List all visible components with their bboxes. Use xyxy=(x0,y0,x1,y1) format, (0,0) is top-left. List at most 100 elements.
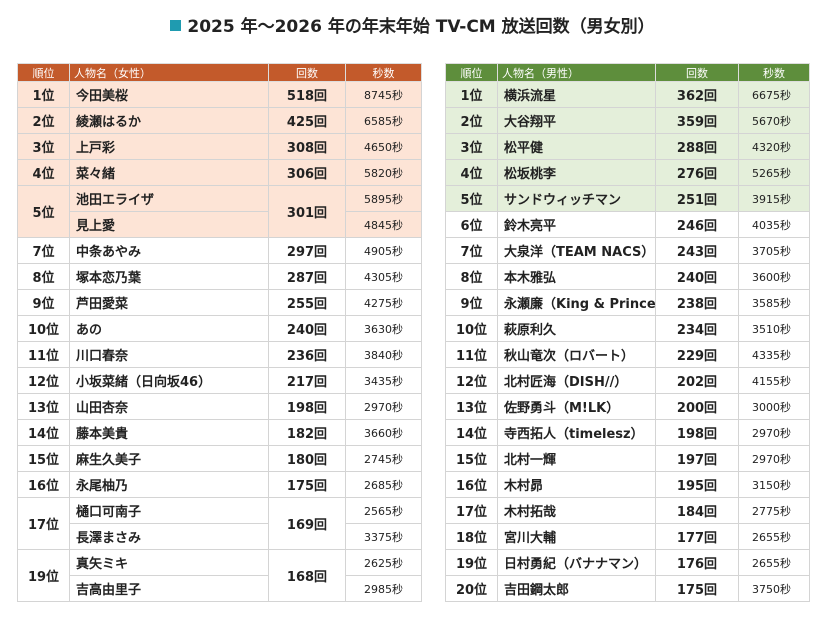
seconds: 2775秒 xyxy=(738,497,810,524)
rank: 7位 xyxy=(445,237,498,264)
seconds: 5895秒 xyxy=(345,185,422,212)
table-row: 9位 永瀬廉（King & Prince） 238回 3585秒 xyxy=(445,289,810,316)
seconds: 4650秒 xyxy=(345,133,422,160)
seconds: 2625秒 xyxy=(345,549,422,576)
person-name: 木村昴 xyxy=(497,471,656,498)
rank: 12位 xyxy=(445,367,498,394)
person-name: 今田美桜 xyxy=(69,81,269,108)
rank: 9位 xyxy=(445,289,498,316)
table-row: 11位 秋山竜次（ロバート） 229回 4335秒 xyxy=(445,341,810,368)
rank: 20位 xyxy=(445,575,498,602)
table-row: 19位 真矢ミキ 168回 2625秒 xyxy=(17,549,422,602)
seconds: 3510秒 xyxy=(738,315,810,342)
seconds: 5265秒 xyxy=(738,159,810,186)
broadcast-count: 200回 xyxy=(655,393,739,420)
header-row: 順位 人物名（男性） 回数 秒数 xyxy=(445,63,810,82)
rank: 18位 xyxy=(445,523,498,550)
person-name: 見上愛 xyxy=(69,211,269,238)
rank: 3位 xyxy=(445,133,498,160)
broadcast-count: 308回 xyxy=(268,133,346,160)
person-name: 山田杏奈 xyxy=(69,393,269,420)
rank: 11位 xyxy=(17,341,70,368)
broadcast-count: 518回 xyxy=(268,81,346,108)
table-row: 10位 萩原利久 234回 3510秒 xyxy=(445,315,810,342)
rank: 19位 xyxy=(445,549,498,576)
ranking-table: 順位 人物名（男性） 回数 秒数 1位 横浜流星 362回 6675秒 2位 大谷翔平 359回 56… xyxy=(445,63,810,602)
seconds: 2655秒 xyxy=(738,523,810,550)
person-name: 松平健 xyxy=(497,133,656,160)
person-name: 鈴木亮平 xyxy=(497,211,656,238)
table-row: 6位 鈴木亮平 246回 4035秒 xyxy=(445,211,810,238)
column-header: 回数 xyxy=(268,63,346,82)
person-name: 大泉洋（TEAM NACS） xyxy=(497,237,656,264)
person-name: 菜々緒 xyxy=(69,159,269,186)
table-row: 13位 山田杏奈 198回 2970秒 xyxy=(17,393,422,420)
rank: 14位 xyxy=(17,419,70,446)
broadcast-count: 243回 xyxy=(655,237,739,264)
seconds: 4035秒 xyxy=(738,211,810,238)
table-row: 7位 大泉洋（TEAM NACS） 243回 3705秒 xyxy=(445,237,810,264)
broadcast-count: 175回 xyxy=(655,575,739,602)
seconds: 2655秒 xyxy=(738,549,810,576)
table-row: 15位 北村一輝 197回 2970秒 xyxy=(445,445,810,472)
seconds: 2985秒 xyxy=(345,575,422,602)
rank: 15位 xyxy=(445,445,498,472)
person-name: 大谷翔平 xyxy=(497,107,656,134)
table-row: 7位 中条あやみ 297回 4905秒 xyxy=(17,237,422,264)
rank: 19位 xyxy=(17,549,70,602)
rank: 2位 xyxy=(445,107,498,134)
table-row: 2位 大谷翔平 359回 5670秒 xyxy=(445,107,810,134)
seconds: 3660秒 xyxy=(345,419,422,446)
seconds: 4845秒 xyxy=(345,211,422,238)
table-row: 見上愛 4845秒 xyxy=(18,211,422,238)
person-name: 藤本美貴 xyxy=(69,419,269,446)
broadcast-count: 195回 xyxy=(655,471,739,498)
rank: 6位 xyxy=(445,211,498,238)
person-name: 萩原利久 xyxy=(497,315,656,342)
broadcast-count: 240回 xyxy=(268,315,346,342)
person-name: 木村拓哉 xyxy=(497,497,656,524)
rank: 16位 xyxy=(17,471,70,498)
seconds: 5670秒 xyxy=(738,107,810,134)
person-name: 麻生久美子 xyxy=(69,445,269,472)
broadcast-count: 175回 xyxy=(268,471,346,498)
broadcast-count: 238回 xyxy=(655,289,739,316)
seconds: 3600秒 xyxy=(738,263,810,290)
table-row: 14位 寺西拓人（timelesz） 198回 2970秒 xyxy=(445,419,810,446)
title: 2025 年～2026 年の年末年始 TV-CM 放送回数（男女別） xyxy=(187,17,655,37)
person-name: 北村匠海（DISH//） xyxy=(497,367,656,394)
table-row: 8位 塚本恋乃葉 287回 4305秒 xyxy=(17,263,422,290)
broadcast-count: 229回 xyxy=(655,341,739,368)
title-bar: 2025 年～2026 年の年末年始 TV-CM 放送回数（男女別） xyxy=(0,12,825,37)
broadcast-count: 297回 xyxy=(268,237,346,264)
seconds: 2565秒 xyxy=(345,497,422,524)
person-name: 宮川大輔 xyxy=(497,523,656,550)
rank: 11位 xyxy=(445,341,498,368)
person-name: 永尾柚乃 xyxy=(69,471,269,498)
rank: 8位 xyxy=(17,263,70,290)
person-name: 吉高由里子 xyxy=(69,575,269,602)
table-row: 10位 あの 240回 3630秒 xyxy=(17,315,422,342)
rank: 13位 xyxy=(17,393,70,420)
rank: 17位 xyxy=(445,497,498,524)
seconds: 4320秒 xyxy=(738,133,810,160)
broadcast-count: 255回 xyxy=(268,289,346,316)
broadcast-count: 217回 xyxy=(268,367,346,394)
person-name: 横浜流星 xyxy=(497,81,656,108)
rank: 15位 xyxy=(17,445,70,472)
table-row: 1位 今田美桜 518回 8745秒 xyxy=(17,81,422,108)
broadcast-count: 362回 xyxy=(655,81,739,108)
broadcast-count: 198回 xyxy=(268,393,346,420)
broadcast-count: 288回 xyxy=(655,133,739,160)
person-name: 北村一輝 xyxy=(497,445,656,472)
seconds: 4275秒 xyxy=(345,289,422,316)
seconds: 4155秒 xyxy=(738,367,810,394)
rank: 10位 xyxy=(445,315,498,342)
table-row: 19位 日村勇紀（バナナマン） 176回 2655秒 xyxy=(445,549,810,576)
person-name: 中条あやみ xyxy=(69,237,269,264)
rank: 4位 xyxy=(17,159,70,186)
seconds: 3750秒 xyxy=(738,575,810,602)
table-row: 13位 佐野勇斗（M!LK） 200回 3000秒 xyxy=(445,393,810,420)
rank: 5位 xyxy=(17,185,70,238)
